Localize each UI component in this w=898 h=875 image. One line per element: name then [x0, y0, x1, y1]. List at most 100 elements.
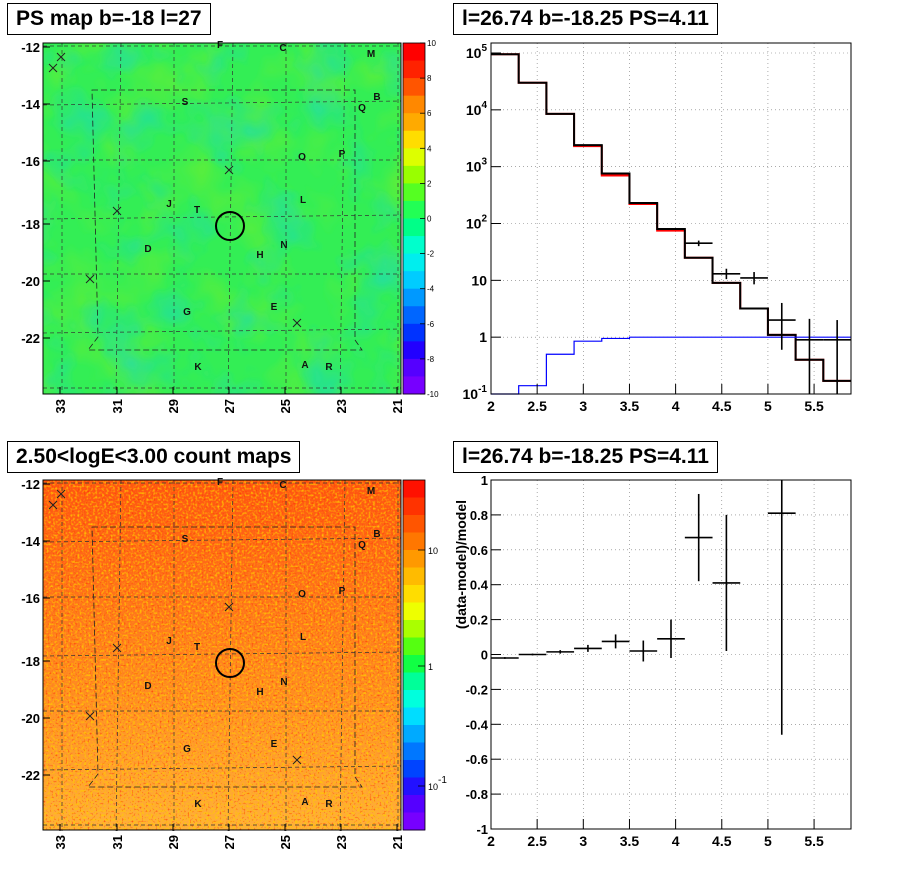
colorbar-segment	[403, 795, 425, 813]
y-tick-label: -18	[21, 217, 40, 232]
y-tick-label: 10-1	[463, 384, 488, 402]
source-label: O	[298, 589, 306, 600]
colorbar-tick-label: 10	[427, 39, 436, 48]
source-cross-marker	[85, 711, 95, 721]
source-label: G	[183, 307, 191, 318]
source-cross-marker	[224, 602, 234, 612]
x-tick-label: 31	[110, 399, 125, 413]
colorbar-segment	[403, 130, 425, 149]
source-cross-marker	[292, 318, 302, 328]
source-label: E	[271, 739, 278, 750]
source-cross-marker	[48, 500, 58, 510]
source-label: C	[279, 43, 286, 54]
x-tick-label: 27	[222, 399, 237, 413]
x-tick-label: 3	[579, 398, 587, 414]
x-tick-label: 21	[390, 399, 405, 413]
colorbar-segment	[403, 620, 425, 638]
target-circle-marker	[215, 211, 245, 241]
colorbar-segment	[403, 113, 425, 132]
y-tick-label: 104	[466, 100, 488, 118]
colorbar-segment	[403, 148, 425, 167]
colorbar-tick-label: 6	[427, 109, 432, 118]
colorbar-segment	[403, 183, 425, 202]
x-tick-label: 23	[334, 835, 349, 849]
source-label: L	[300, 632, 306, 643]
y-tick-label: -16	[21, 591, 40, 606]
colorbar-segment	[403, 602, 425, 621]
x-tick-label: 23	[334, 399, 349, 413]
y-tick-label: -16	[21, 154, 40, 169]
source-label: P	[339, 586, 346, 597]
y-tick-label: -18	[21, 654, 40, 669]
source-label: T	[194, 205, 200, 216]
x-tick-label: 3.5	[620, 833, 640, 849]
source-cross-marker	[48, 63, 58, 73]
grid-line-longitude	[115, 42, 122, 395]
colorbar-segment	[403, 742, 425, 761]
y-tick-label: -0.2	[466, 682, 488, 697]
grid-line-longitude	[227, 479, 234, 832]
y-tick-label: 0.6	[470, 543, 488, 558]
source-label: T	[194, 642, 200, 653]
source-label: A	[301, 360, 308, 371]
x-tick-label: 25	[278, 835, 293, 849]
source-label: Q	[358, 540, 366, 551]
x-tick-label: 4.5	[712, 398, 732, 414]
spectrum-title: l=26.74 b=-18.25 PS=4.11	[453, 3, 718, 35]
colorbar-tick-label: -8	[427, 355, 435, 364]
plot-frame	[490, 42, 852, 395]
source-label: E	[271, 302, 278, 313]
source-label: H	[256, 687, 263, 698]
y-tick-label: 1	[481, 473, 488, 488]
colorbar-segment	[403, 165, 425, 184]
source-label: F	[217, 477, 223, 488]
x-tick-label: 2.5	[527, 398, 547, 414]
y-tick-label: 102	[466, 214, 488, 232]
grid-line-latitude	[42, 651, 402, 657]
source-label: P	[339, 149, 346, 160]
colorbar-segment	[403, 341, 425, 360]
roi-outline	[87, 526, 363, 788]
colorbar-segment	[403, 532, 425, 551]
colorbar-segment	[403, 637, 425, 656]
grid-line-latitude	[42, 537, 402, 543]
roi-outline	[87, 89, 363, 351]
source-label: J	[166, 636, 172, 647]
histogram-series	[491, 53, 851, 382]
y-tick-label: -0.8	[466, 787, 488, 802]
colorbar-segment	[403, 690, 425, 708]
x-tick-label: 4	[672, 833, 680, 849]
target-circle-marker	[215, 648, 245, 678]
colorbar-segment	[403, 60, 425, 79]
y-tick-label: 103	[466, 157, 488, 175]
colorbar-segment	[403, 358, 425, 377]
source-label: R	[325, 362, 333, 373]
colorbar-segment	[403, 655, 425, 673]
colorbar-tick-label: 1	[428, 662, 433, 672]
colorbar-segment	[403, 760, 425, 778]
y-tick-label: -22	[21, 768, 40, 783]
x-tick-label: 5	[764, 398, 772, 414]
colorbar-tick-label: 8	[427, 74, 432, 83]
y-tick-label: -12	[21, 477, 40, 492]
source-label: O	[298, 152, 306, 163]
y-tick-label: -12	[21, 40, 40, 55]
y-tick-label: -20	[21, 274, 40, 289]
colorbar-tick-label: 10-1	[428, 775, 447, 792]
x-tick-label: 5	[764, 833, 772, 849]
x-tick-label: 2	[487, 833, 495, 849]
colorbar-segment	[403, 567, 425, 586]
spectrum-plot: 2 2.5 3 3.5 4 4.5 5 5.5 10-1 1 10 102 103 104 105	[463, 42, 852, 414]
x-tick-label: 33	[53, 399, 68, 413]
colorbar-tick-label: 10	[428, 546, 438, 556]
residual-title: l=26.74 b=-18.25 PS=4.11	[453, 441, 718, 473]
y-tick-label: 0.8	[470, 508, 488, 523]
source-label: S	[182, 534, 189, 545]
colorbar-frame	[402, 479, 426, 831]
source-label: N	[280, 240, 287, 251]
colorbar-segment	[403, 288, 425, 307]
source-label: K	[194, 799, 202, 810]
source-label: D	[144, 244, 151, 255]
source-label: K	[194, 362, 202, 373]
colorbar-segment	[403, 218, 425, 237]
